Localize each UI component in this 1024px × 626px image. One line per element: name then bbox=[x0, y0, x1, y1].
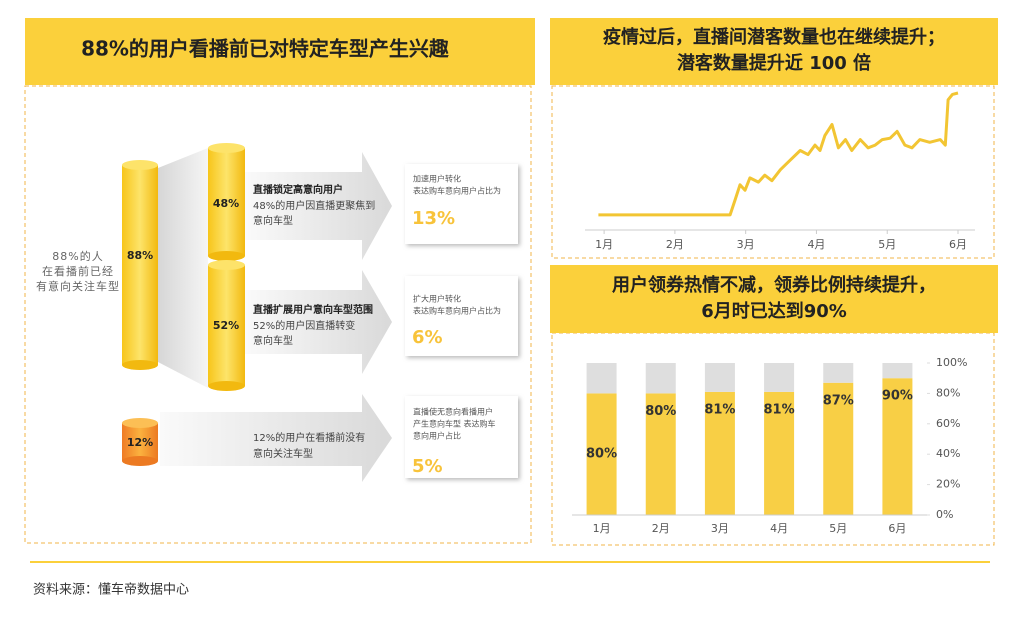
x-tick-label: 3月 bbox=[737, 238, 755, 251]
result-note: 产生意向车型 表达购车 bbox=[413, 419, 496, 429]
intro-text: 有意向关注车型 bbox=[36, 279, 120, 293]
bar bbox=[586, 363, 617, 394]
x-tick-label: 5月 bbox=[829, 522, 847, 535]
result-value: 6% bbox=[412, 327, 443, 348]
y-tick-label: 40% bbox=[936, 447, 960, 460]
x-tick-label: 3月 bbox=[711, 522, 729, 535]
value-label: 90% bbox=[882, 389, 913, 404]
x-tick-label: 6月 bbox=[949, 238, 967, 251]
cylinder bbox=[208, 143, 245, 153]
value-label: 87% bbox=[823, 393, 854, 408]
x-tick-label: 1月 bbox=[593, 522, 611, 535]
bar bbox=[704, 391, 735, 515]
cylinder bbox=[122, 456, 158, 466]
panel-border bbox=[24, 85, 532, 544]
x-tick-label: 2月 bbox=[652, 522, 670, 535]
y-tick-label: 100% bbox=[936, 356, 967, 369]
row-heading: 直播扩展用户意向车型范围 bbox=[253, 303, 373, 316]
cylinder bbox=[208, 148, 245, 256]
pct-label: 48% bbox=[213, 197, 239, 210]
chart-title: 6月时已达到90% bbox=[701, 300, 847, 322]
result-box bbox=[405, 396, 518, 478]
arrow bbox=[245, 152, 392, 260]
bar bbox=[764, 363, 795, 392]
bar bbox=[823, 363, 854, 383]
result-box bbox=[405, 276, 518, 356]
row-desc: 意向车型 bbox=[253, 214, 293, 227]
cylinder bbox=[122, 418, 158, 428]
bar bbox=[823, 382, 854, 515]
result-note: 意向用户占比 bbox=[413, 431, 461, 441]
value-label: 80% bbox=[586, 447, 617, 462]
y-tick-label: 60% bbox=[936, 417, 960, 430]
x-tick-label: 2月 bbox=[666, 238, 684, 251]
connector bbox=[158, 148, 208, 388]
x-tick-label: 6月 bbox=[888, 522, 906, 535]
bar bbox=[645, 363, 676, 394]
x-tick-label: 1月 bbox=[595, 238, 613, 251]
bar bbox=[882, 363, 913, 379]
row-heading: 直播锁定高意向用户 bbox=[253, 183, 343, 196]
y-tick-label: 0% bbox=[936, 508, 953, 521]
row-desc: 48%的用户因直播更聚焦到 bbox=[253, 199, 375, 212]
row-desc: 12%的用户在看播前没有 bbox=[253, 431, 365, 444]
cylinder bbox=[122, 360, 158, 370]
result-note: 表达购车意向用户占比为 bbox=[413, 186, 501, 196]
bar bbox=[882, 378, 913, 515]
chart-title: 潜客数量提升近 100 倍 bbox=[677, 52, 871, 74]
y-tick-label: 80% bbox=[936, 386, 960, 399]
row-desc: 意向关注车型 bbox=[253, 447, 313, 460]
bar bbox=[764, 391, 795, 515]
result-note: 表达购车意向用户占比为 bbox=[413, 306, 501, 316]
arrow bbox=[160, 394, 392, 482]
cylinder bbox=[122, 165, 158, 365]
value-label: 81% bbox=[764, 402, 795, 417]
cylinder bbox=[208, 381, 245, 391]
value-label: 80% bbox=[645, 404, 676, 419]
title-bar bbox=[550, 265, 998, 333]
result-note: 扩大用户转化 bbox=[413, 294, 461, 304]
intro-text: 88%的人 bbox=[52, 249, 103, 263]
row-desc: 52%的用户因直播转变 bbox=[253, 319, 355, 332]
result-value: 13% bbox=[412, 208, 455, 229]
pct-label: 88% bbox=[127, 249, 153, 262]
cylinder bbox=[208, 251, 245, 261]
title-bar bbox=[550, 18, 998, 85]
title-bar bbox=[25, 18, 535, 85]
bar bbox=[645, 393, 676, 515]
result-value: 5% bbox=[412, 456, 443, 477]
line bbox=[598, 91, 959, 217]
panel-title: 88%的用户看播前已对特定车型产生兴趣 bbox=[81, 37, 450, 61]
cylinder bbox=[122, 160, 158, 170]
pct-label: 52% bbox=[213, 319, 239, 332]
footer: 资料来源：懂车帝数据中心 bbox=[33, 582, 189, 598]
result-note: 加速用户转化 bbox=[413, 174, 461, 184]
pct-label: 12% bbox=[127, 436, 153, 449]
cylinder bbox=[208, 265, 245, 386]
intro-text: 在看播前已经 bbox=[42, 264, 114, 278]
x-tick-label: 4月 bbox=[770, 522, 788, 535]
result-note: 直播使无意向看播用户 bbox=[413, 407, 493, 417]
panel-border bbox=[551, 85, 995, 259]
row-desc: 意向车型 bbox=[253, 334, 293, 347]
chart-title: 用户领券热情不减，领券比例持续提升， bbox=[612, 274, 936, 296]
chart-title: 疫情过后，直播间潜客数量也在继续提升； bbox=[603, 26, 945, 48]
x-tick-label: 5月 bbox=[878, 238, 896, 251]
bar bbox=[586, 393, 617, 515]
x-tick-label: 4月 bbox=[807, 238, 825, 251]
result-box bbox=[405, 164, 518, 244]
arrow bbox=[245, 270, 392, 374]
cylinder bbox=[208, 260, 245, 270]
cylinder bbox=[122, 423, 158, 461]
value-label: 81% bbox=[704, 402, 735, 417]
y-tick-label: 20% bbox=[936, 478, 960, 491]
bar bbox=[704, 363, 735, 392]
